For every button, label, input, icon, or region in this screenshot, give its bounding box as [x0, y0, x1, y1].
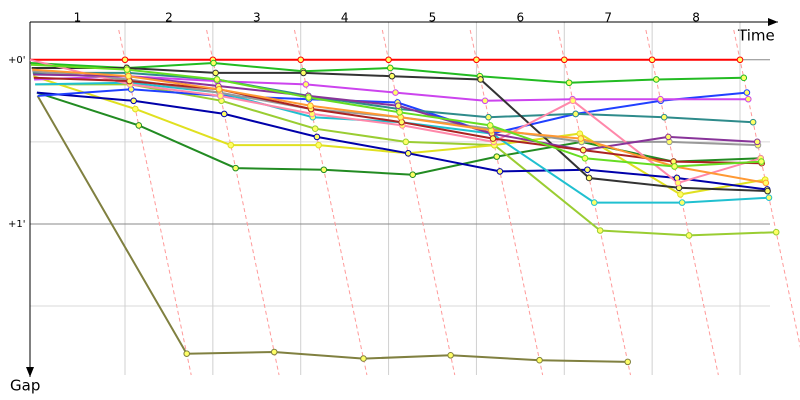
data-point: [220, 110, 228, 118]
data-point: [132, 105, 139, 113]
data-point: [212, 69, 219, 77]
data-point: [677, 191, 684, 198]
x-axis-title: Time: [737, 27, 775, 45]
data-point: [227, 141, 235, 149]
data-point: [409, 171, 417, 178]
data-point: [772, 228, 780, 236]
data-point: [560, 56, 568, 64]
x-axis-arrow: [768, 18, 778, 26]
y-tick-label: +0': [8, 55, 26, 66]
data-point: [135, 122, 143, 129]
lap-label: 3: [253, 11, 261, 25]
lap-label: 1: [74, 11, 82, 25]
data-point: [577, 135, 585, 142]
data-point: [481, 97, 489, 105]
data-point: [297, 56, 305, 64]
data-point: [584, 166, 591, 174]
data-point: [477, 76, 484, 83]
data-point: [762, 179, 770, 187]
lap-trace: [381, 29, 456, 376]
lap-label: 8: [692, 11, 700, 25]
data-point: [386, 64, 394, 72]
data-point: [749, 118, 757, 126]
data-point: [740, 74, 748, 82]
data-point: [210, 59, 217, 67]
data-point: [213, 76, 221, 83]
data-point: [396, 109, 403, 116]
data-point: [496, 168, 504, 175]
data-point: [596, 227, 604, 234]
data-point: [302, 81, 310, 88]
data-point: [572, 110, 579, 118]
data-point: [569, 97, 577, 105]
data-point: [311, 125, 319, 133]
data-point: [671, 163, 678, 170]
lap-label: 7: [604, 11, 612, 25]
data-point: [485, 113, 492, 121]
data-point: [665, 133, 672, 141]
data-point: [579, 146, 587, 154]
y-axis-title: Gap: [10, 377, 40, 395]
lap-label: 4: [341, 11, 349, 25]
data-point: [585, 174, 593, 182]
y-axis-arrow: [26, 367, 34, 377]
data-point: [394, 102, 402, 110]
data-point: [121, 56, 129, 64]
data-point: [743, 89, 751, 96]
data-point: [447, 351, 454, 359]
data-point: [758, 158, 765, 165]
data-point: [320, 166, 328, 174]
data-point: [753, 138, 761, 146]
data-point: [674, 179, 682, 187]
data-point: [678, 199, 686, 206]
data-point: [300, 69, 307, 77]
data-point: [313, 133, 321, 141]
data-point: [565, 79, 573, 87]
data-point: [744, 95, 752, 103]
data-point: [736, 56, 744, 64]
data-point: [765, 194, 773, 201]
data-point: [130, 97, 137, 105]
data-point: [183, 350, 191, 357]
data-point: [473, 56, 480, 64]
data-point: [404, 150, 412, 157]
data-point: [385, 56, 392, 64]
data-point: [652, 76, 660, 83]
data-point: [388, 72, 396, 80]
lap-trace: [469, 29, 544, 376]
data-point: [764, 187, 771, 195]
data-point: [125, 72, 132, 80]
lap-label: 6: [517, 11, 525, 25]
y-tick-label: +1': [8, 219, 26, 230]
data-point: [232, 164, 239, 172]
data-point: [493, 153, 501, 160]
data-point: [215, 86, 223, 93]
data-point: [486, 122, 494, 129]
data-point: [590, 199, 598, 206]
data-point: [624, 358, 632, 366]
data-point: [217, 92, 224, 100]
data-point: [123, 66, 131, 73]
data-point: [489, 135, 497, 142]
data-point: [305, 94, 312, 101]
data-point: [660, 113, 668, 121]
data-point: [648, 56, 656, 64]
data-point: [536, 356, 543, 364]
data-point: [360, 355, 367, 362]
data-point: [315, 141, 322, 149]
data-point: [657, 95, 664, 103]
lap-label: 5: [429, 11, 437, 25]
data-point: [270, 348, 278, 356]
data-point: [402, 138, 410, 146]
data-point: [392, 89, 399, 96]
data-point: [307, 102, 314, 110]
lap-label: 2: [165, 11, 173, 25]
data-point: [685, 232, 693, 239]
lap-trace: [733, 29, 800, 348]
data-point: [581, 154, 589, 162]
